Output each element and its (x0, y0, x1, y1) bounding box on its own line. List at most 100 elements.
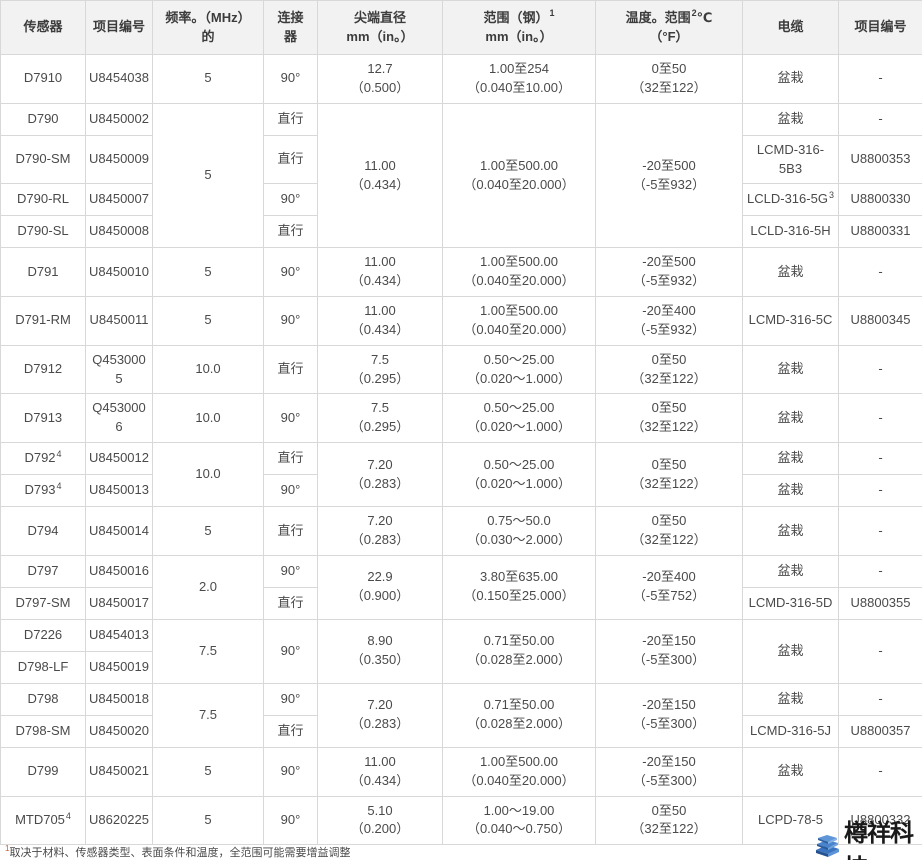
cell-sensor: D790-SL (0, 215, 86, 249)
cell-sensor-line: D7924 (24, 448, 62, 466)
cell-frequency: 7.5 (152, 618, 264, 684)
cell-temperature-range-line: （32至122） (631, 475, 707, 491)
cell-sensor: D790-SM (0, 134, 86, 185)
cell-sensor: D790 (0, 102, 86, 136)
cell-cable-item-number: U8800353 (838, 134, 922, 185)
cell-cable-item-number: - (838, 247, 922, 298)
cell-frequency-line: 10.0 (195, 409, 221, 425)
cell-item-number: U8450014 (85, 506, 153, 556)
cell-cable-line: 盆栽 (777, 690, 804, 706)
cell-tip-diameter-line: 11.00 (364, 303, 396, 319)
cell-frequency: 5 (152, 506, 264, 556)
cell-cable: LCMD-316-5J (742, 714, 839, 748)
cell-item-number: U8450010 (85, 247, 153, 298)
cell-cable-item-number-line: - (878, 361, 883, 377)
cell-frequency: 10.0 (152, 344, 264, 395)
cell-frequency: 5 (152, 795, 264, 846)
cell-item-number-line: U8450011 (89, 312, 149, 328)
cell-tip-diameter-line: （0.295） (350, 419, 410, 435)
cell-frequency-line: 5 (204, 312, 212, 328)
cell-cable: 盆栽 (742, 618, 839, 684)
cell-range-steel-line: （0.040至10.00） (466, 79, 572, 95)
cell-cable-item-number: U8800331 (838, 215, 922, 249)
cell-tip-diameter: 5.10 （0.200） (317, 795, 443, 846)
cell-item-number-line: U8450012 (89, 450, 149, 466)
cell-item-number-line: U8450008 (89, 223, 149, 239)
cell-cable: 盆栽 (742, 554, 839, 588)
cell-item-number-line: U8450013 (89, 482, 149, 498)
cell-cable-line: 盆栽 (777, 70, 804, 86)
table-row: D791-RM U8450011 5 90° 11.00 （0.434） 1.00至500.… (0, 296, 922, 346)
table-row: D7226 U8454013 7.5 90° 8.90 （0.350） 0.71至50.00… (0, 618, 922, 684)
cell-tip-diameter: 11.00 （0.434） (317, 296, 443, 346)
cell-cable: LCLD-316-5G3 (742, 183, 839, 217)
cell-cable-line: 盆栽 (777, 482, 804, 498)
cell-connector-line: 90° (280, 312, 301, 328)
cell-cable-item-number: U8800355 (838, 586, 922, 620)
cell-tip-diameter-line: 12.7 (367, 61, 393, 76)
cell-connector-line: 直行 (277, 522, 304, 538)
cell-sensor-line: D790-SL (17, 223, 69, 239)
footnote-marker: 1 (5, 844, 10, 854)
cell-sensor-line: D791 (27, 263, 59, 279)
cell-temperature-range-line: -20至500 (642, 254, 696, 270)
cell-connector: 90° (263, 795, 318, 846)
cell-cable-line: 盆栽 (777, 361, 804, 377)
cell-connector: 90° (263, 247, 318, 298)
cell-tip-diameter-line: （0.295） (350, 370, 410, 386)
cell-connector: 90° (263, 183, 318, 217)
cell-cable-item-number-line: - (878, 263, 883, 279)
header-line: mm（in。） (485, 28, 553, 44)
cell-range-steel-line: （0.020〜1.000） (466, 475, 572, 491)
cell-item-number: U8450016 (85, 554, 153, 588)
cell-range-steel-line: 1.00至500.00 (479, 157, 559, 173)
cell-temperature-range-line: （-5至300） (632, 652, 706, 668)
cell-range-steel-line: （0.028至2.000） (466, 652, 572, 668)
column-header-7: 电缆 (742, 0, 839, 55)
cell-cable: 盆栽 (742, 474, 839, 508)
cell-range-steel-line: 0.75〜50.0 (487, 513, 551, 529)
cell-connector-line: 直行 (277, 361, 304, 377)
cell-cable-item-number-line: - (878, 482, 883, 498)
cell-cable-line: LCMD-316-5C (748, 312, 833, 328)
cell-temperature-range-line: （-5至752） (632, 588, 706, 604)
cell-cable-line: 盆栽 (777, 763, 804, 779)
cell-connector-line: 90° (280, 482, 301, 498)
cell-range-steel-line: （0.020〜1.000） (466, 370, 572, 386)
column-header-0: 传感器 (0, 0, 86, 55)
cell-item-number: U8450011 (85, 296, 153, 346)
column-header-2: 频率。（MHz） 的 (152, 0, 264, 55)
cell-range-steel-line: 0.71至50.00 (483, 697, 555, 713)
cell-sensor: D797-SM (0, 586, 86, 620)
cell-cable-item-number-line: - (878, 70, 883, 86)
cell-item-number: U8450012 (85, 442, 153, 476)
cell-cable-item-number-line: - (878, 450, 883, 466)
table-row: D797 U8450016 2.0 90° 22.9 （0.900） 3.80至635.00… (0, 554, 922, 620)
column-header-3: 连接器 (263, 0, 318, 55)
header-line: 温度。范围2℃ (625, 8, 713, 25)
cell-cable-item-number: - (838, 474, 922, 508)
cell-temperature-range-line: -20至150 (642, 697, 696, 713)
cell-sensor-line: D790-RL (16, 191, 70, 207)
cell-frequency: 10.0 (152, 442, 264, 508)
table-row: D790-SL U8450008 直行 LCLD-316-5H U8800331 (0, 215, 922, 249)
cell-temperature-range-line: （-5至932） (632, 176, 706, 192)
cell-sensor-line: D799 (27, 763, 59, 779)
cell-cable: 盆栽 (742, 247, 839, 298)
cell-temperature-range-line: （-5至932） (632, 273, 706, 289)
cell-item-number-line: Q4530005 (92, 351, 146, 386)
cell-range-steel: 1.00〜19.00 （0.040〜0.750） (442, 795, 596, 846)
cell-range-steel: 0.50〜25.00 （0.020〜1.000） (442, 442, 596, 508)
table-row: D799 U8450021 5 90° 11.00 （0.434） 1.00至500.00 （… (0, 746, 922, 797)
cell-range-steel-line: 1.00至500.00 (479, 303, 559, 319)
cell-tip-diameter-line: 11.00 (364, 254, 396, 270)
cell-cable-item-number-line: - (878, 409, 883, 425)
cell-frequency-line: 5 (204, 522, 212, 538)
cell-tip-diameter: 7.5 （0.295） (317, 393, 443, 444)
cell-sensor: D7912 (0, 344, 86, 395)
cell-connector: 直行 (263, 714, 318, 748)
cell-connector: 直行 (263, 215, 318, 249)
cell-temperature-range-line: （-5至932） (632, 321, 706, 337)
column-header-4: 尖端直径 mm（in。） (317, 0, 443, 55)
cell-cable: LCMD-316-5C (742, 296, 839, 346)
